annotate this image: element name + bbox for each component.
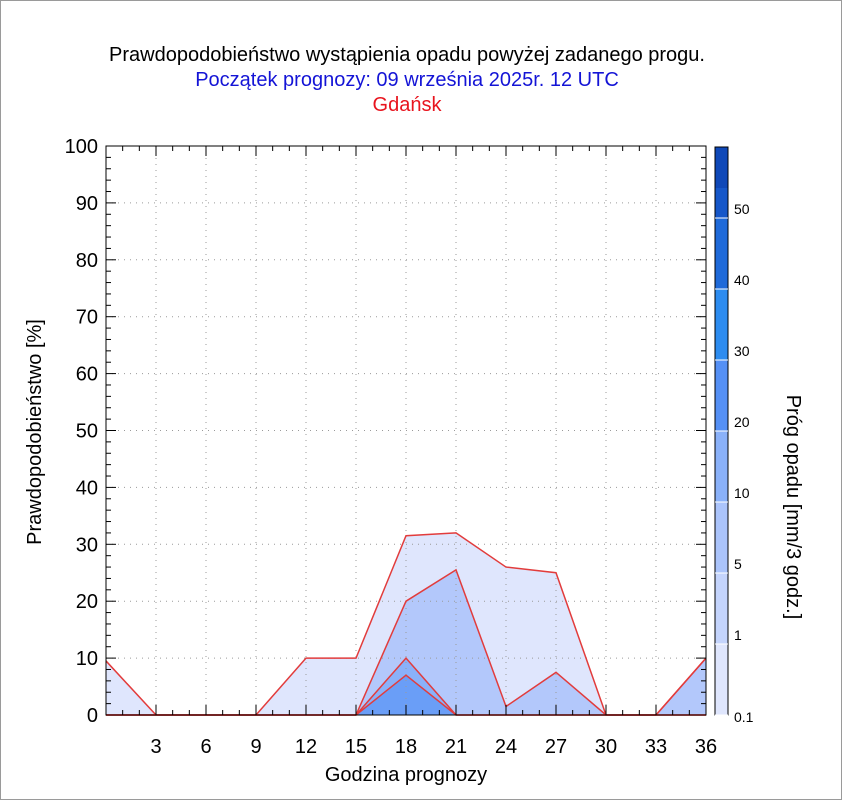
y-tick-label: 0 bbox=[87, 705, 98, 727]
colorbar-tick-label: 10 bbox=[734, 485, 750, 501]
chart-subtitle: Początek prognozy: 09 września 2025r. 12… bbox=[195, 69, 619, 91]
colorbar-segment bbox=[715, 188, 728, 218]
y-tick-label: 90 bbox=[76, 193, 98, 215]
colorbar-segment bbox=[715, 218, 728, 289]
y-tick-label: 10 bbox=[76, 648, 98, 670]
y-axis-label: Prawdopodobieństwo [%] bbox=[24, 319, 46, 545]
x-tick-label: 21 bbox=[445, 736, 467, 758]
y-tick-label: 60 bbox=[76, 364, 98, 386]
x-tick-label: 18 bbox=[395, 736, 417, 758]
colorbar-segment bbox=[715, 644, 728, 715]
y-tick-label: 30 bbox=[76, 534, 98, 556]
x-axis-label: Godzina prognozy bbox=[325, 764, 487, 786]
x-tick-label: 24 bbox=[495, 736, 517, 758]
y-tick-label: 20 bbox=[76, 591, 98, 613]
colorbar-segment bbox=[715, 431, 728, 502]
colorbar-segment bbox=[715, 360, 728, 431]
colorbar-tick-label: 0.1 bbox=[734, 709, 754, 725]
colorbar-label: Próg opadu [mm/3 godz.] bbox=[782, 395, 804, 620]
x-tick-label: 36 bbox=[695, 736, 717, 758]
x-tick-label: 12 bbox=[295, 736, 317, 758]
chart-location: Gdańsk bbox=[373, 94, 443, 116]
x-tick-label: 3 bbox=[150, 736, 161, 758]
area-threshold-10 bbox=[106, 675, 706, 715]
chart-title: Prawdopodobieństwo wystąpienia opadu pow… bbox=[109, 44, 705, 66]
x-tick-label: 9 bbox=[250, 736, 261, 758]
y-tick-label: 80 bbox=[76, 250, 98, 272]
colorbar-tick-label: 20 bbox=[734, 414, 750, 430]
x-tick-label: 27 bbox=[545, 736, 567, 758]
colorbar-tick-label: 1 bbox=[734, 627, 742, 643]
x-tick-label: 33 bbox=[645, 736, 667, 758]
colorbar: 0.1 1 5 10 20 30 40 50 bbox=[714, 146, 754, 725]
colorbar-tick-label: 50 bbox=[734, 201, 750, 217]
y-tick-label: 50 bbox=[76, 421, 98, 443]
x-tick-label: 30 bbox=[595, 736, 617, 758]
x-tick-label: 15 bbox=[345, 736, 367, 758]
area-threshold-1 bbox=[106, 569, 706, 715]
axes bbox=[105, 145, 707, 716]
colorbar-tick-label: 40 bbox=[734, 272, 750, 288]
y-tick-label: 70 bbox=[76, 307, 98, 329]
colorbar-segment bbox=[715, 147, 728, 188]
y-tick-label: 100 bbox=[65, 136, 98, 158]
colorbar-segment bbox=[715, 502, 728, 573]
colorbar-segment bbox=[715, 573, 728, 644]
y-tick-label: 40 bbox=[76, 477, 98, 499]
x-tick-label: 6 bbox=[200, 736, 211, 758]
colorbar-tick-label: 30 bbox=[734, 343, 750, 359]
colorbar-segment bbox=[715, 289, 728, 360]
colorbar-tick-label: 5 bbox=[734, 556, 742, 572]
